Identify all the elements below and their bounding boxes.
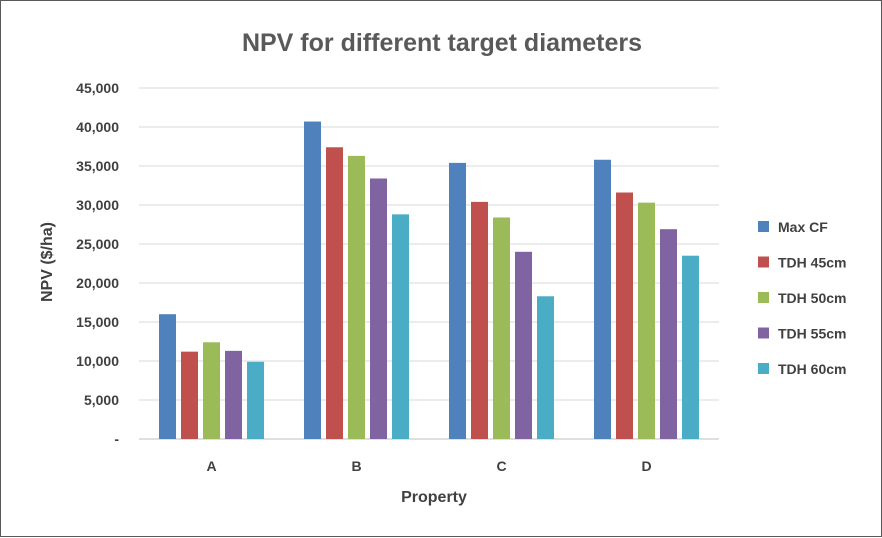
bar-c-series-1 xyxy=(471,201,488,439)
bar-b-series-2 xyxy=(348,155,365,440)
legend-swatch xyxy=(758,256,769,268)
y-axis-title: NPV ($/ha) xyxy=(39,222,56,302)
bar-b-series-3 xyxy=(370,178,387,440)
bar-d-series-1 xyxy=(616,192,633,439)
legend-swatch xyxy=(758,327,769,339)
bar-c-series-4 xyxy=(537,296,554,439)
x-tick-label: A xyxy=(206,458,216,474)
x-tick-label: B xyxy=(351,458,361,474)
legend-label: TDH 45cm xyxy=(778,255,846,271)
legend-swatch xyxy=(758,292,769,303)
x-tick-label: C xyxy=(496,458,506,474)
x-axis-title: Property xyxy=(401,489,467,506)
x-tick-labels: A B C D xyxy=(206,458,651,474)
bar-b-series-1 xyxy=(326,147,343,439)
y-tick-label: 30,000 xyxy=(76,197,119,213)
legend-swatch xyxy=(758,363,769,374)
bar-a-series-1 xyxy=(181,351,198,439)
bar-d-series-4 xyxy=(682,255,699,439)
bar-a-series-4 xyxy=(247,361,264,439)
y-tick-label: 20,000 xyxy=(76,275,119,291)
bars xyxy=(159,121,699,440)
y-tick-label: 35,000 xyxy=(76,158,119,174)
legend-swatch xyxy=(758,221,769,232)
y-tick-label: 10,000 xyxy=(76,353,119,369)
bar-d-series-3 xyxy=(660,229,677,439)
bar-c-series-0 xyxy=(449,162,466,439)
bar-b-series-0 xyxy=(304,121,321,439)
chart-title: NPV for different target diameters xyxy=(242,29,642,57)
x-tick-label: D xyxy=(641,458,651,474)
legend-label: TDH 60cm xyxy=(778,361,846,377)
legend: Max CF TDH 45cm TDH 50cm TDH 55cm TDH 60cm xyxy=(758,219,846,377)
bar-a-series-0 xyxy=(159,314,176,439)
bar-a-series-3 xyxy=(225,350,242,439)
legend-label: TDH 55cm xyxy=(778,326,846,342)
legend-label: TDH 50cm xyxy=(778,290,846,306)
y-tick-label: 45,000 xyxy=(76,80,119,96)
y-tick-label: 25,000 xyxy=(76,236,119,252)
y-tick-label: - xyxy=(114,431,119,447)
bar-d-series-0 xyxy=(594,159,611,439)
legend-label: Max CF xyxy=(778,219,828,235)
bar-c-series-3 xyxy=(515,251,532,439)
y-tick-label: 15,000 xyxy=(76,314,119,330)
bar-d-series-2 xyxy=(638,202,655,439)
y-tick-labels: - 5,000 10,000 15,000 20,000 25,000 30,000 35,0… xyxy=(76,80,119,447)
y-tick-label: 40,000 xyxy=(76,119,119,135)
y-tick-label: 5,000 xyxy=(84,392,119,408)
bar-c-series-2 xyxy=(493,217,510,439)
bar-a-series-2 xyxy=(203,342,220,439)
bar-b-series-4 xyxy=(392,214,409,439)
